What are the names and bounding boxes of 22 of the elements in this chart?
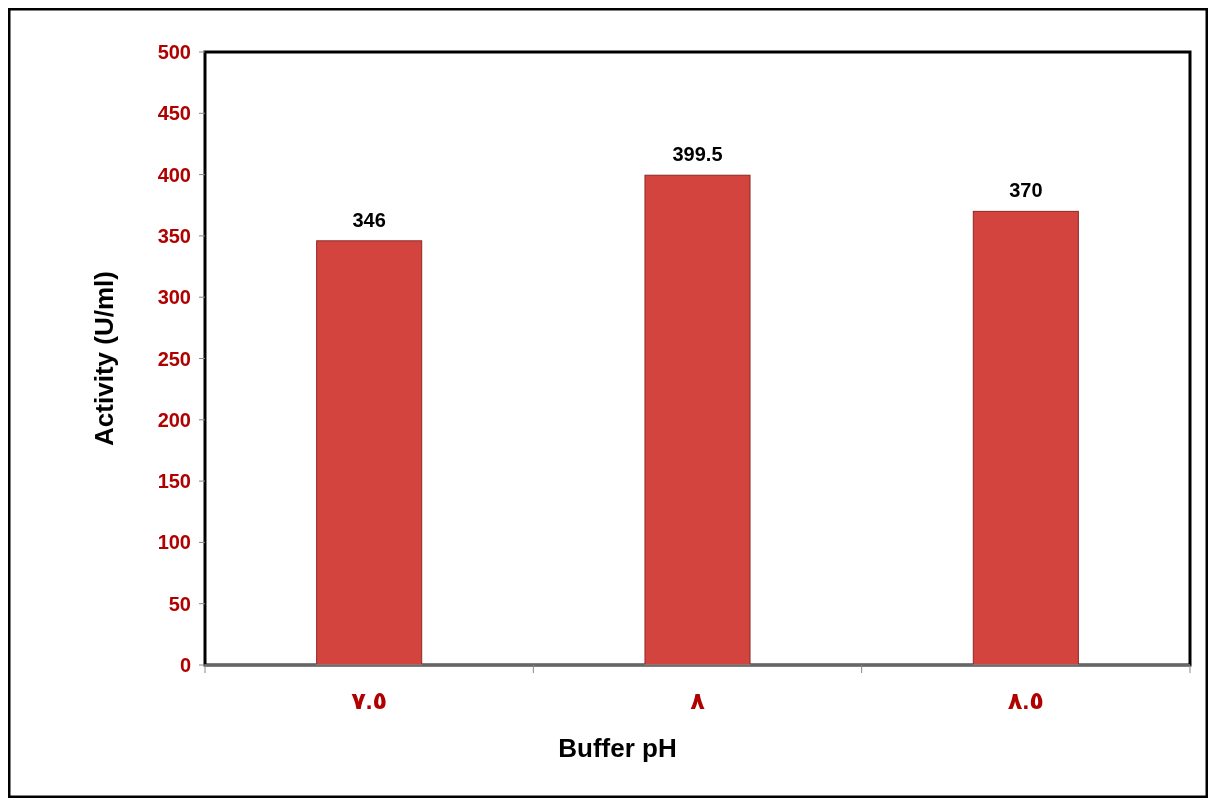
y-tick-label: 300	[157, 286, 191, 309]
data-label: 370	[1009, 179, 1043, 202]
y-axis-title: Activity (U/ml)	[89, 271, 119, 446]
y-tick-label: 350	[157, 224, 191, 247]
y-tick-label: 450	[157, 102, 191, 125]
y-tick-label: 0	[179, 654, 191, 676]
y-tick-label: 100	[157, 531, 191, 554]
bar	[644, 174, 751, 666]
bar	[972, 210, 1079, 666]
y-tick-label: 250	[157, 347, 191, 370]
x-tick-label: ٧.٥	[351, 687, 388, 714]
x-tick-label: ٨.٥	[1007, 687, 1044, 714]
x-tick-label: ٨	[690, 687, 706, 714]
data-label: 346	[352, 208, 386, 231]
y-tick-label: 200	[157, 408, 191, 431]
bar	[316, 240, 423, 666]
y-tick-label: 400	[157, 163, 191, 186]
y-tick-label: 500	[157, 41, 191, 63]
y-tick-label: 50	[168, 592, 191, 615]
x-axis-title: Buffer pH	[558, 733, 677, 763]
y-tick-label: 150	[157, 470, 191, 493]
data-label: 399.5	[672, 143, 723, 166]
